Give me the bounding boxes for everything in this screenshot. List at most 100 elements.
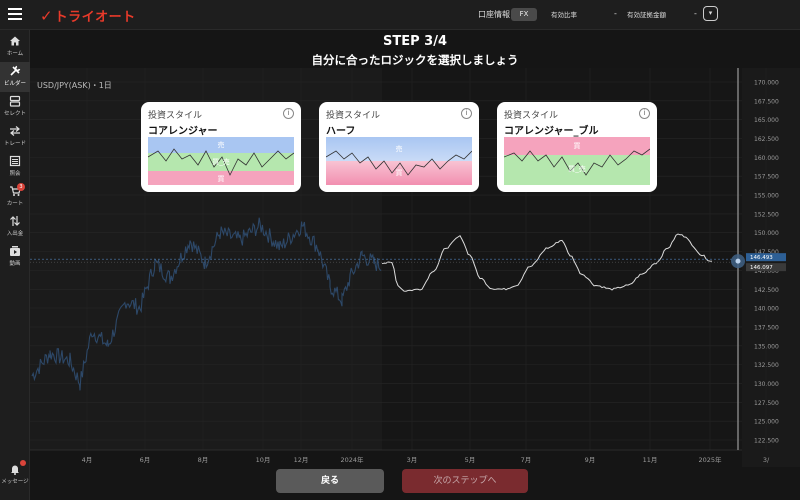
zone-label-buy-sell: 買_売 [212,157,230,166]
reference-price-label: 146.493 [750,255,773,261]
sidebar-item-transfer[interactable]: 入出金 [0,212,30,242]
x-tick-label: 8月 [198,456,209,464]
y-tick-label: 135.000 [754,343,779,350]
zone-label-buy: 買 [396,169,403,177]
y-tick-label: 167.500 [754,98,779,105]
app-logo[interactable]: ✓ トライオート [40,6,136,26]
card-name: コアレンジャー_ブル [504,126,599,137]
y-tick-label: 127.500 [754,400,779,407]
y-tick-label: 142.500 [754,287,779,294]
sidebar: ホーム ビルダー セレクト トレード 照会 3 カート 入出金 動 [0,30,30,500]
zone-label-sell: 売 [396,144,403,153]
account-type-badge: FX [511,8,537,21]
card-preview-half: 売 買 [326,137,472,185]
zone-label-buy: 買 [574,142,581,150]
sidebar-item-label: 照会 [9,171,21,177]
back-button[interactable]: 戻る [276,469,384,493]
style-card-core-ranger[interactable]: 投資スタイル i コアレンジャー 売 買_売 買 [141,102,301,192]
sidebar-item-video[interactable]: 動画 [0,242,30,272]
sidebar-item-label: ビルダー [3,81,26,87]
card-category: 投資スタイル [148,111,203,121]
margin-amount-value: - [694,9,697,18]
info-icon[interactable]: i [461,108,472,119]
sidebar-item-builder[interactable]: ビルダー [0,62,30,92]
style-card-core-ranger-bull[interactable]: 投資スタイル i コアレンジャー_ブル 買 買_売 [497,102,657,192]
margin-amount-label: 有効証拠金額 [627,11,666,19]
crosshair-marker-dot [735,258,741,264]
y-tick-label: 137.500 [754,324,779,331]
sidebar-item-label: メッセージ [1,479,29,485]
video-icon [10,246,20,256]
y-tick-label: 145.000 [754,268,779,275]
chevron-down-icon[interactable]: ▾ [703,6,718,21]
y-tick-label: 125.000 [754,419,779,426]
sidebar-item-label: 動画 [9,261,21,267]
info-icon[interactable]: i [283,108,294,119]
builder-icon [10,65,21,76]
y-tick-label: 122.500 [754,438,779,445]
info-icon[interactable]: i [639,108,650,119]
account-info-label[interactable]: 口座情報 [478,10,510,19]
current-price-label: 146.097 [750,265,773,271]
price-chart[interactable]: 170.000 167.500 165.000 162.500 160.000 157.5… [30,68,800,468]
style-card-half[interactable]: 投資スタイル i ハーフ 売 買 [319,102,479,192]
margin-ratio-label: 有効比率 [551,11,577,19]
x-tick-label: 9月 [585,456,596,464]
y-tick-label: 170.000 [754,80,779,87]
sidebar-item-label: セレクト [3,111,26,117]
card-preview-core-ranger: 売 買_売 買 [148,137,294,185]
y-tick-label: 162.500 [754,136,779,143]
y-tick-label: 147.500 [754,249,779,256]
x-tick-label: 3/ [763,456,770,464]
message-notification-dot [20,460,26,466]
step-subtitle: 自分に合ったロジックを選択しましょう [311,53,519,67]
x-tick-label: 2025年 [698,455,722,464]
y-tick-label: 130.000 [754,381,779,388]
sidebar-item-inquiry[interactable]: 照会 [0,152,30,182]
card-name: ハーフ [326,126,356,137]
hamburger-menu-icon[interactable] [8,8,22,20]
x-tick-label: 3月 [407,456,418,464]
trade-icon [10,126,20,136]
logo-text: トライオート [54,10,136,25]
transfer-icon [10,216,20,226]
zone-label-buy-sell: 買_売 [568,164,586,173]
sidebar-item-trade[interactable]: トレード [0,122,30,152]
zone-label-sell: 売 [218,140,225,149]
symbol-label: USD/JPY(ASK)・1日 [37,81,112,90]
top-bar: ✓ トライオート 口座情報 FX 有効比率 - 有効証拠金額 - ▾ [0,0,800,30]
reference-price-badge [746,253,786,262]
y-tick-label: 160.000 [754,155,779,162]
step-title: STEP 3/4 [382,34,447,49]
sidebar-item-cart[interactable]: 3 カート [0,182,30,212]
projected-price-line [381,233,713,292]
y-tick-label: 157.500 [754,174,779,181]
inquiry-icon [9,155,21,167]
card-category: 投資スタイル [326,111,381,121]
home-icon [10,36,20,46]
zone-label-buy: 買 [218,175,225,183]
sidebar-item-label: ホーム [6,51,24,57]
cart-count-badge: 3 [17,183,25,191]
x-tick-label: 2024年 [340,455,364,464]
current-price-badge [746,263,786,272]
sidebar-item-message[interactable]: メッセージ [0,460,30,490]
y-tick-label: 165.000 [754,117,779,124]
y-tick-label: 132.500 [754,362,779,369]
x-tick-label: 12月 [294,456,309,464]
y-tick-label: 150.000 [754,230,779,237]
y-tick-label: 155.000 [754,193,779,200]
card-preview-core-ranger-bull: 買 買_売 [504,137,650,185]
sidebar-item-home[interactable]: ホーム [0,32,30,62]
next-step-button[interactable]: 次のステップへ [402,469,528,493]
historical-price-line [31,217,382,391]
x-tick-label: 10月 [256,456,271,464]
margin-ratio-value: - [614,9,617,18]
y-tick-label: 152.500 [754,211,779,218]
sidebar-item-select[interactable]: セレクト [0,92,30,122]
sidebar-item-label: 入出金 [6,231,24,237]
bell-icon [11,465,19,475]
sidebar-item-label: カート [6,201,24,207]
sidebar-item-label: トレード [3,141,26,147]
